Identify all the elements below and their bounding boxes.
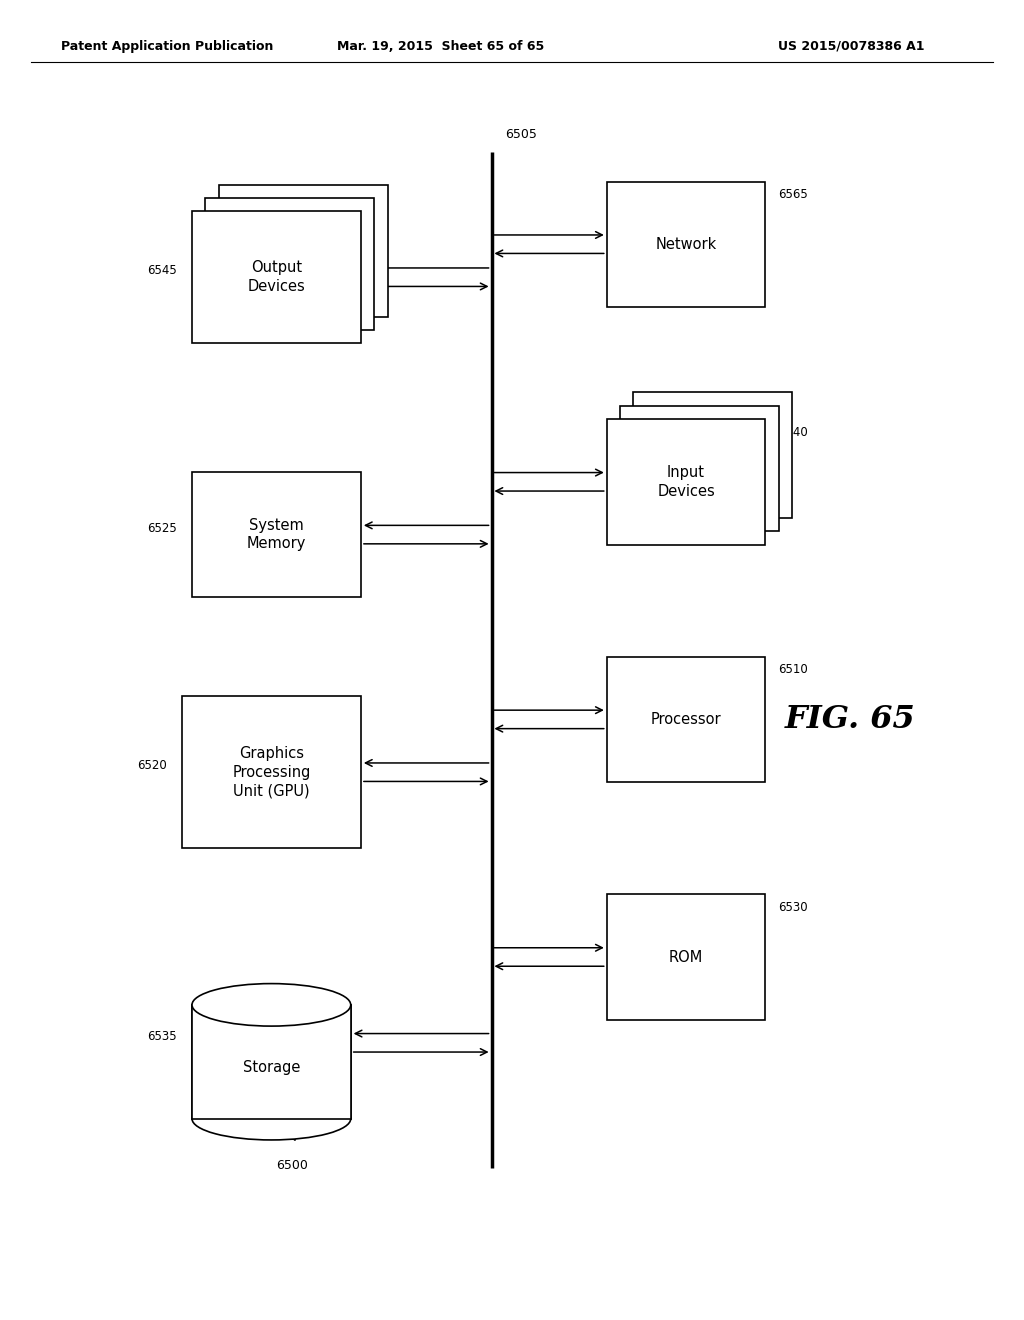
Ellipse shape: [193, 1097, 350, 1140]
Bar: [219, 185, 387, 317]
Bar: [606, 656, 766, 781]
Bar: [193, 1005, 350, 1119]
Text: 6530: 6530: [778, 900, 807, 913]
Ellipse shape: [193, 983, 350, 1026]
Text: 6540: 6540: [778, 425, 808, 438]
Bar: [193, 211, 361, 343]
Text: 6500: 6500: [275, 1159, 308, 1172]
Text: Patent Application Publication: Patent Application Publication: [61, 40, 273, 53]
Text: 6525: 6525: [146, 521, 176, 535]
Text: 6535: 6535: [147, 1030, 176, 1043]
Text: Processor: Processor: [651, 711, 721, 727]
Bar: [633, 392, 793, 517]
Text: System
Memory: System Memory: [247, 517, 306, 552]
Bar: [606, 182, 766, 308]
Text: Input
Devices: Input Devices: [657, 465, 715, 499]
Text: US 2015/0078386 A1: US 2015/0078386 A1: [778, 40, 925, 53]
Bar: [182, 697, 361, 849]
Bar: [621, 405, 779, 531]
Bar: [205, 198, 375, 330]
Text: Graphics
Processing
Unit (GPU): Graphics Processing Unit (GPU): [232, 746, 310, 799]
Text: Output
Devices: Output Devices: [248, 260, 305, 294]
Text: ROM: ROM: [669, 949, 703, 965]
Bar: [606, 895, 766, 1019]
Bar: [606, 420, 766, 544]
Text: 6545: 6545: [146, 264, 176, 277]
Text: 6505: 6505: [505, 128, 537, 141]
Text: Network: Network: [655, 236, 717, 252]
Text: FIG. 65: FIG. 65: [784, 704, 915, 735]
Text: 6520: 6520: [136, 759, 167, 772]
Text: 6565: 6565: [778, 189, 808, 201]
Text: 6510: 6510: [778, 663, 808, 676]
Text: Storage: Storage: [243, 1060, 300, 1074]
Bar: [193, 473, 361, 597]
Bar: [193, 1005, 350, 1119]
Text: Mar. 19, 2015  Sheet 65 of 65: Mar. 19, 2015 Sheet 65 of 65: [337, 40, 544, 53]
Bar: [193, 1005, 350, 1119]
